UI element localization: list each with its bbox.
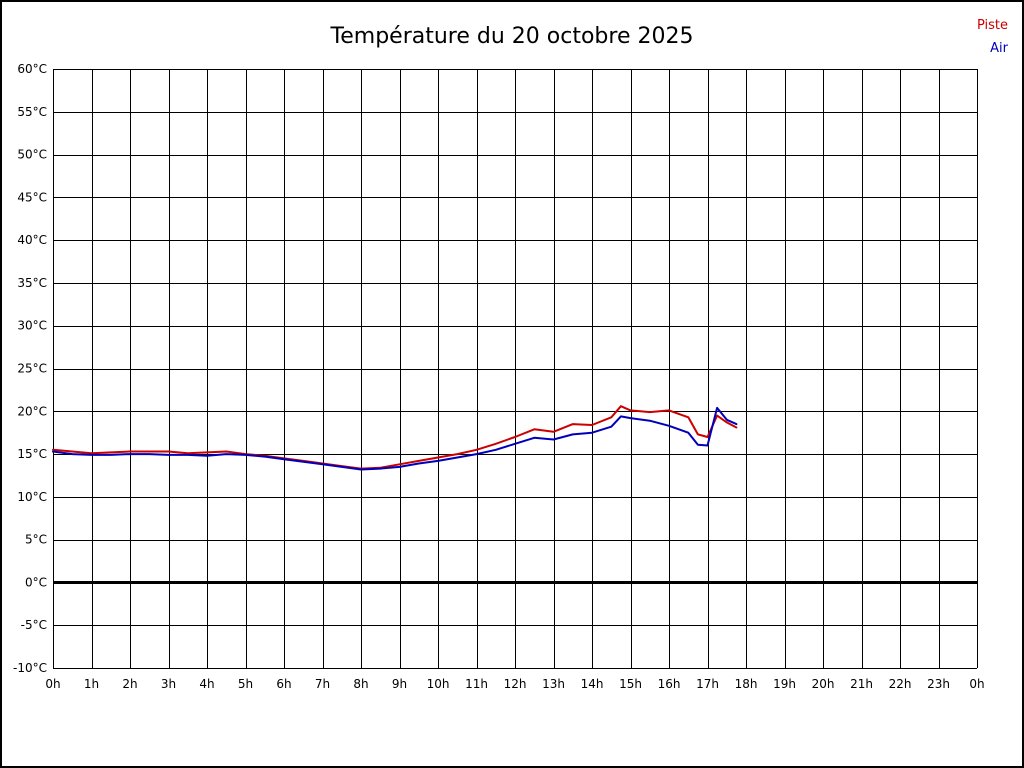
y-axis-tick-label: -10°C: [13, 661, 47, 675]
y-axis-tick-label: 50°C: [17, 148, 47, 162]
y-axis-tick-label: 15°C: [17, 447, 47, 461]
x-axis-tick-label: 12h: [504, 677, 527, 691]
y-axis-tick-label: 30°C: [17, 319, 47, 333]
legend: Piste Air: [977, 14, 1008, 60]
x-axis-tick-label: 6h: [276, 677, 291, 691]
x-axis-tick-label: 19h: [773, 677, 796, 691]
y-axis-tick-label: 25°C: [17, 362, 47, 376]
y-axis-tick-label: 0°C: [25, 575, 47, 589]
x-axis-tick-label: 22h: [889, 677, 912, 691]
x-axis-tick-label: 4h: [199, 677, 214, 691]
x-axis-tick-label: 5h: [238, 677, 253, 691]
y-axis-tick-label: 45°C: [17, 190, 47, 204]
chart-title: Température du 20 octobre 2025: [330, 24, 694, 49]
x-axis-tick-label: 17h: [696, 677, 719, 691]
y-axis-tick-label: 55°C: [17, 105, 47, 119]
x-axis-tick-label: 3h: [161, 677, 176, 691]
series-line-air: [52, 406, 738, 471]
legend-air-label: Air: [990, 41, 1008, 56]
x-axis-tick-label: 9h: [392, 677, 407, 691]
y-axis-tick-label: -5°C: [21, 618, 47, 632]
legend-piste-label: Piste: [976, 18, 1008, 33]
x-axis-tick-label: 10h: [427, 677, 450, 691]
x-axis-tick-label: 21h: [850, 677, 873, 691]
x-axis-tick-label: 23h: [927, 677, 950, 691]
x-axis-tick-label: 1h: [84, 677, 99, 691]
x-axis-tick-label: 11h: [465, 677, 488, 691]
x-axis-tick-label: 16h: [658, 677, 681, 691]
x-axis-tick-label: 20h: [812, 677, 835, 691]
y-axis-tick-label: 20°C: [17, 404, 47, 418]
x-axis-tick-label: 8h: [353, 677, 368, 691]
grid-lines: [53, 69, 978, 669]
x-axis-tick-label: 18h: [735, 677, 758, 691]
y-axis-tick-label: 5°C: [25, 533, 47, 547]
x-axis-tick-label: 14h: [581, 677, 604, 691]
y-axis-tick-label: 60°C: [17, 62, 47, 76]
x-axis-tick-label: 2h: [122, 677, 137, 691]
x-axis-tick-label: 15h: [619, 677, 642, 691]
x-axis-tick-label: 0h: [45, 677, 60, 691]
x-axis-tick-label: 7h: [315, 677, 330, 691]
y-axis-tick-label: 40°C: [17, 233, 47, 247]
y-axis-tick-label: 35°C: [17, 276, 47, 290]
y-axis-tick-label: 10°C: [17, 490, 47, 504]
x-axis-tick-label: 13h: [542, 677, 565, 691]
x-axis-tick-label: 0h: [969, 677, 984, 691]
series-line-piste: [52, 405, 738, 470]
